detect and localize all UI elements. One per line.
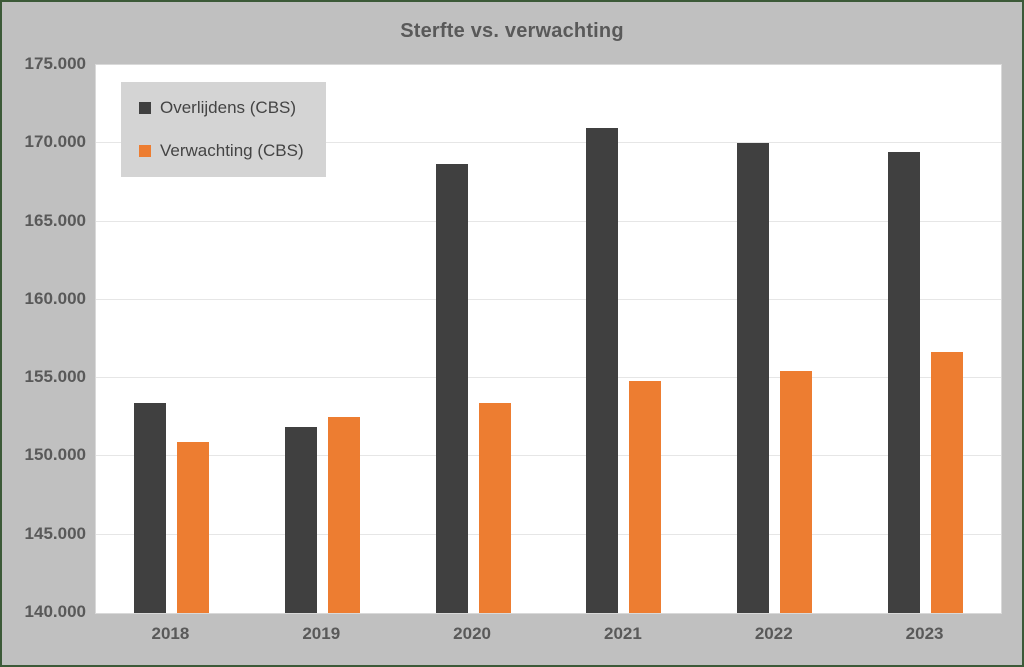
bar-overlijdens-cbs-2019	[284, 426, 317, 613]
bar-group-2020	[398, 65, 549, 613]
plot-area: Overlijdens (CBS) Verwachting (CBS)	[95, 64, 1002, 614]
y-axis-tick-label: 175.000	[24, 54, 86, 73]
bar-overlijdens-cbs-2022	[737, 142, 770, 613]
bar-verwachting-cbs-2023	[931, 351, 964, 613]
legend-swatch-icon	[139, 102, 151, 114]
x-axis-tick-label: 2020	[453, 624, 491, 643]
legend-entry: Overlijdens (CBS)	[139, 98, 304, 118]
gridline	[96, 220, 1001, 222]
y-axis-tick-label: 145.000	[24, 523, 86, 543]
legend-entry: Verwachting (CBS)	[139, 141, 304, 161]
legend: Overlijdens (CBS) Verwachting (CBS)	[121, 82, 326, 177]
bar-overlijdens-cbs-2023	[888, 151, 921, 613]
y-axis-tick-label: 155.000	[24, 367, 86, 387]
x-axis-tick-label: 2019	[302, 624, 341, 643]
x-axis-tick-label: 2022	[754, 624, 793, 643]
y-axis-tick-label: 165.000	[24, 210, 86, 230]
bar-overlijdens-cbs-2018	[133, 403, 166, 613]
gridline	[96, 142, 1001, 144]
bar-verwachting-cbs-2022	[780, 371, 813, 613]
gridline	[96, 298, 1001, 300]
y-axis-tick-label: 170.000	[24, 132, 86, 152]
bar-overlijdens-cbs-2021	[586, 128, 619, 613]
y-axis-tick-label: 160.000	[24, 288, 86, 308]
legend-label: Verwachting (CBS)	[160, 141, 304, 160]
bar-verwachting-cbs-2018	[176, 442, 209, 613]
bar-group-2021	[549, 65, 700, 613]
y-axis-tick-label: 150.000	[24, 445, 86, 465]
x-axis-tick-label: 2018	[151, 624, 190, 643]
bar-verwachting-cbs-2021	[629, 380, 662, 613]
x-axis-tick-label: 2021	[603, 624, 642, 643]
bar-verwachting-cbs-2019	[327, 417, 360, 613]
bar-group-2022	[699, 65, 850, 613]
bar-group-2018	[96, 65, 247, 613]
legend-label: Overlijdens (CBS)	[160, 98, 297, 117]
bar-overlijdens-cbs-2020	[435, 163, 468, 613]
x-axis-tick-label: 2023	[905, 624, 944, 643]
gridline	[96, 377, 1001, 379]
y-axis-tick-label: 140.000	[24, 602, 86, 621]
bar-group-2023	[850, 65, 1001, 613]
gridline	[96, 455, 1001, 457]
legend-swatch-icon	[139, 145, 151, 157]
gridline	[96, 533, 1001, 535]
chart-title: Sterfte vs. verwachting	[400, 20, 624, 42]
bar-group-2019	[247, 65, 398, 613]
bar-verwachting-cbs-2020	[478, 403, 511, 613]
